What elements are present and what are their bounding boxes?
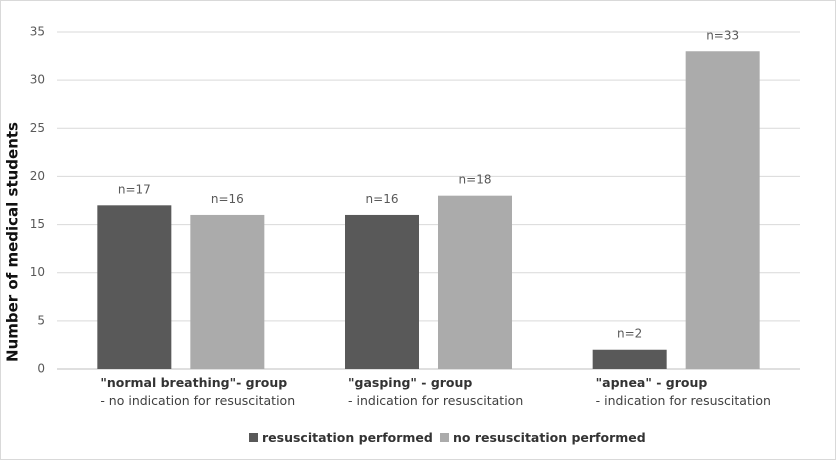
data-label: n=2: [617, 327, 642, 341]
gridlines: [57, 31, 800, 370]
legend-label: no resuscitation performed: [453, 430, 646, 445]
bar-resuscitation-performed: [345, 214, 419, 369]
bar-no-resuscitation-performed: [685, 51, 760, 369]
bar-resuscitation-performed: [592, 349, 667, 369]
y-tick-label: 5: [37, 313, 45, 327]
y-tick-label: 35: [30, 25, 45, 39]
bars: [97, 51, 760, 369]
data-label: n=18: [459, 173, 492, 187]
y-tick-label: 20: [30, 169, 45, 183]
y-axis-title: Number of medical students: [4, 122, 22, 362]
category-label: "apnea" - group: [596, 375, 708, 390]
data-label: n=17: [118, 182, 151, 196]
bar-no-resuscitation-performed: [190, 214, 265, 369]
legend-swatch: [249, 433, 258, 442]
data-labels: n=17 n=16 n=16 n=18 n=2 n=33: [118, 28, 739, 340]
y-tick-label: 0: [37, 362, 45, 376]
category-sublabel: - indication for resuscitation: [596, 393, 771, 408]
data-label: n=16: [366, 192, 399, 206]
bar-resuscitation-performed: [97, 205, 172, 369]
legend-swatch: [440, 433, 449, 442]
data-label: n=16: [211, 192, 244, 206]
x-axis-categories: "normal breathing"- group - no indication…: [100, 375, 771, 408]
category-sublabel: - no indication for resuscitation: [100, 393, 295, 408]
y-tick-label: 15: [30, 217, 45, 231]
y-axis-ticks: 0 5 10 15 20 25 30 35: [30, 25, 45, 376]
y-tick-label: 30: [30, 73, 45, 87]
category-sublabel: - indication for resuscitation: [348, 393, 523, 408]
y-tick-label: 10: [30, 265, 45, 279]
category-label: "normal breathing"- group: [100, 375, 287, 390]
bar-no-resuscitation-performed: [438, 195, 512, 369]
y-tick-label: 25: [30, 121, 45, 135]
legend: resuscitation performed no resuscitation …: [249, 430, 646, 445]
data-label: n=33: [706, 28, 739, 42]
category-label: "gasping" - group: [348, 375, 472, 390]
legend-label: resuscitation performed: [262, 430, 433, 445]
